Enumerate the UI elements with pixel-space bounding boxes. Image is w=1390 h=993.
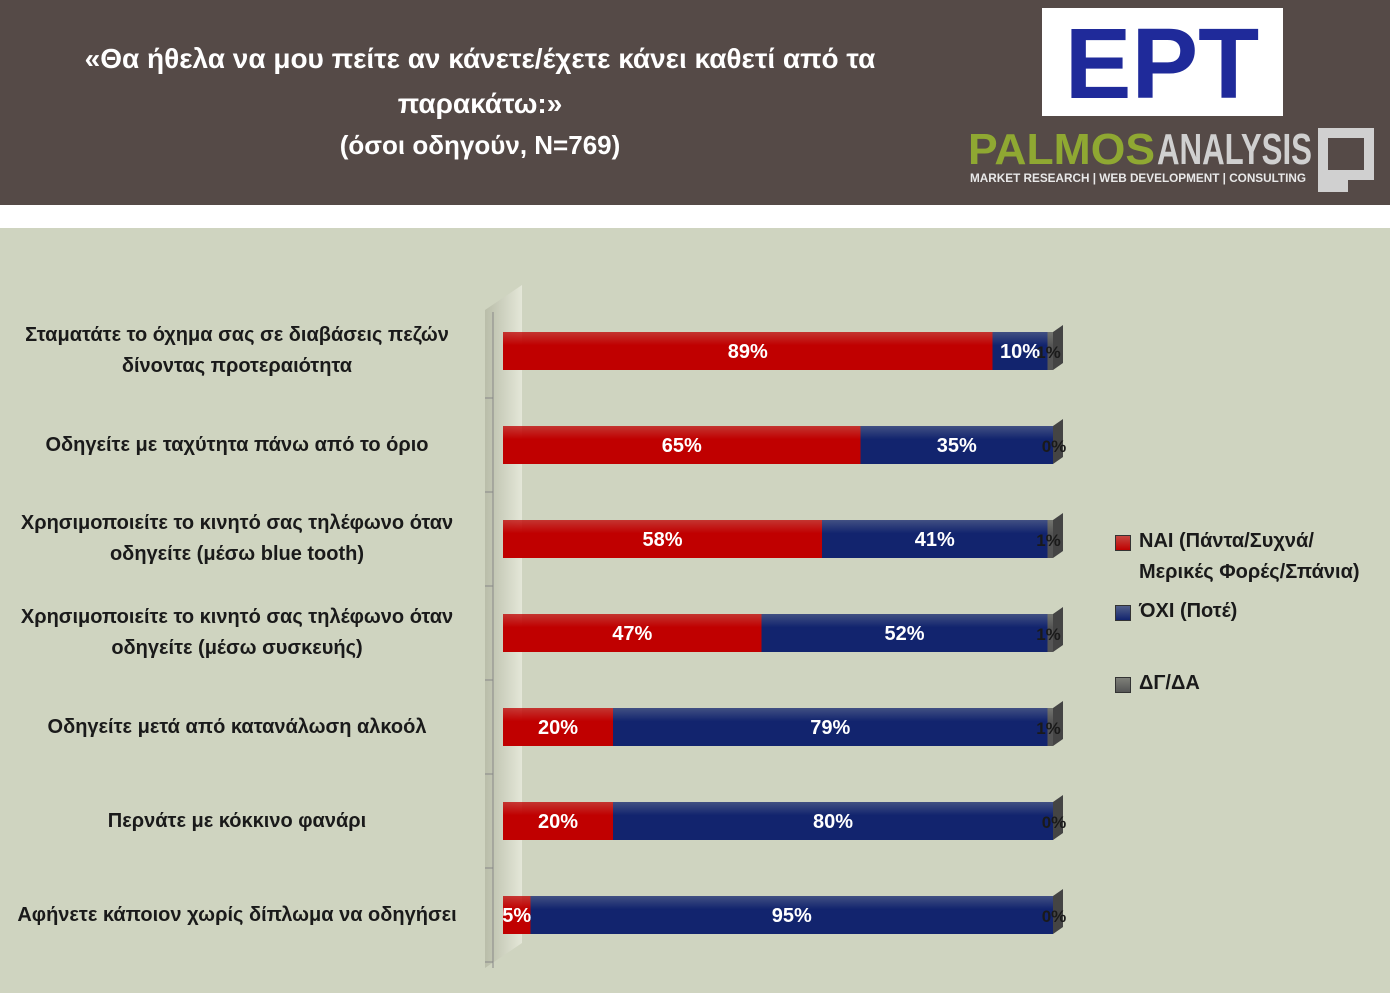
ert-logo-box [1042, 8, 1283, 116]
bar-segment [613, 802, 1053, 840]
bar-segment [1047, 614, 1053, 652]
bar-end [1053, 795, 1063, 840]
bar-segment [503, 520, 822, 558]
value-label: 41% [915, 529, 955, 551]
value-label: 80% [813, 811, 853, 833]
logo-tagline: MARKET RESEARCH | WEB DEVELOPMENT | CONS… [970, 171, 1306, 185]
category-label: Οδηγείτε με ταχύτητα πάνω από το όριο [0, 398, 474, 492]
bar-segment [503, 802, 613, 840]
value-label: 1% [1036, 343, 1061, 362]
bar-end [1053, 607, 1063, 652]
value-label: 0% [1042, 907, 1067, 926]
category-label: Περνάτε με κόκκινο φανάρι [0, 774, 474, 868]
bar-segment [503, 426, 861, 464]
legend-item: ΔΓ/ΔΑ [1115, 668, 1390, 699]
legend-text: ΔΓ/ΔΑ [1139, 672, 1200, 694]
bar-segment [1047, 708, 1053, 746]
value-label: 5% [502, 905, 531, 927]
analysis-logo: ANALYSIS [1157, 125, 1312, 174]
category-text: Οδηγείτε με ταχύτητα πάνω από το όριο [45, 433, 429, 456]
bar-end [1053, 701, 1063, 746]
category-label: Οδηγείτε μετά από κατανάλωση αλκοόλ [0, 680, 474, 774]
value-label: 20% [538, 811, 578, 833]
category-text: Χρησιμοποιείτε το κινητό σας τηλέφωνο ότ… [20, 606, 454, 659]
value-label: 0% [1042, 813, 1067, 832]
category-text: Σταματάτε το όχημα σας σε διαβάσεις πεζώ… [25, 324, 449, 377]
value-label: 65% [662, 435, 702, 457]
value-label: 1% [1036, 531, 1061, 550]
bar-segment [613, 708, 1048, 746]
bar-segment [503, 614, 762, 652]
value-label: 89% [728, 341, 768, 363]
category-label: Αφήνετε κάποιον χωρίς δίπλωμα να οδηγήσε… [0, 868, 474, 962]
legend-text: ΌΧΙ (Ποτέ) [1139, 600, 1238, 622]
chart-title: «Θα ήθελα να μου πείτε αν κάνετε/έχετε κ… [84, 43, 876, 119]
bar-segment [503, 332, 993, 370]
separator [0, 205, 1390, 228]
value-label: 0% [1042, 437, 1067, 456]
bar-segment [822, 520, 1048, 558]
value-label: 20% [538, 717, 578, 739]
category-label: Σταματάτε το όχημα σας σε διαβάσεις πεζώ… [0, 304, 474, 398]
bar-segment [1047, 332, 1053, 370]
legend-item: ΝΑΙ (Πάντα/Συχνά/ Μερικές Φορές/Σπάνια) [1115, 526, 1390, 588]
legend-swatch [1115, 677, 1131, 693]
bar-segment [503, 896, 531, 934]
bar-end [1053, 419, 1063, 464]
bar-end [1053, 889, 1063, 934]
logo-icon [1318, 128, 1374, 192]
category-label: Χρησιμοποιείτε το κινητό σας τηλέφωνο ότ… [0, 586, 474, 680]
legend-swatch [1115, 605, 1131, 621]
bar-segment [860, 426, 1053, 464]
legend-swatch [1115, 535, 1131, 551]
ert-logo: ΕΡΤ [1065, 8, 1259, 120]
bar-segment [992, 332, 1048, 370]
category-text: Οδηγείτε μετά από κατανάλωση αλκοόλ [47, 715, 427, 738]
value-label: 10% [1000, 341, 1040, 363]
bar-segment [503, 708, 613, 746]
category-text: Αφήνετε κάποιον χωρίς δίπλωμα να οδηγήσε… [17, 903, 457, 926]
bar-end [1053, 325, 1063, 370]
value-label: 47% [612, 623, 652, 645]
legend-item: ΌΧΙ (Ποτέ) [1115, 596, 1390, 627]
palmos-logo: PALMOS [968, 125, 1155, 174]
category-label: Χρησιμοποιείτε το κινητό σας τηλέφωνο ότ… [0, 492, 474, 586]
bar-segment [761, 614, 1048, 652]
value-label: 35% [937, 435, 977, 457]
value-label: 1% [1036, 719, 1061, 738]
value-label: 58% [642, 529, 682, 551]
value-label: 52% [884, 623, 924, 645]
chart-subtitle: (όσοι οδηγούν, N=769) [339, 130, 621, 160]
category-text: Χρησιμοποιείτε το κινητό σας τηλέφωνο ότ… [20, 512, 454, 565]
bar-end [1053, 513, 1063, 558]
value-label: 95% [772, 905, 812, 927]
bar-segment [530, 896, 1053, 934]
bar-segment [1047, 520, 1053, 558]
value-label: 1% [1036, 625, 1061, 644]
legend-text: ΝΑΙ (Πάντα/Συχνά/ Μερικές Φορές/Σπάνια) [1139, 530, 1360, 583]
category-text: Περνάτε με κόκκινο φανάρι [107, 809, 367, 832]
value-label: 79% [810, 717, 850, 739]
